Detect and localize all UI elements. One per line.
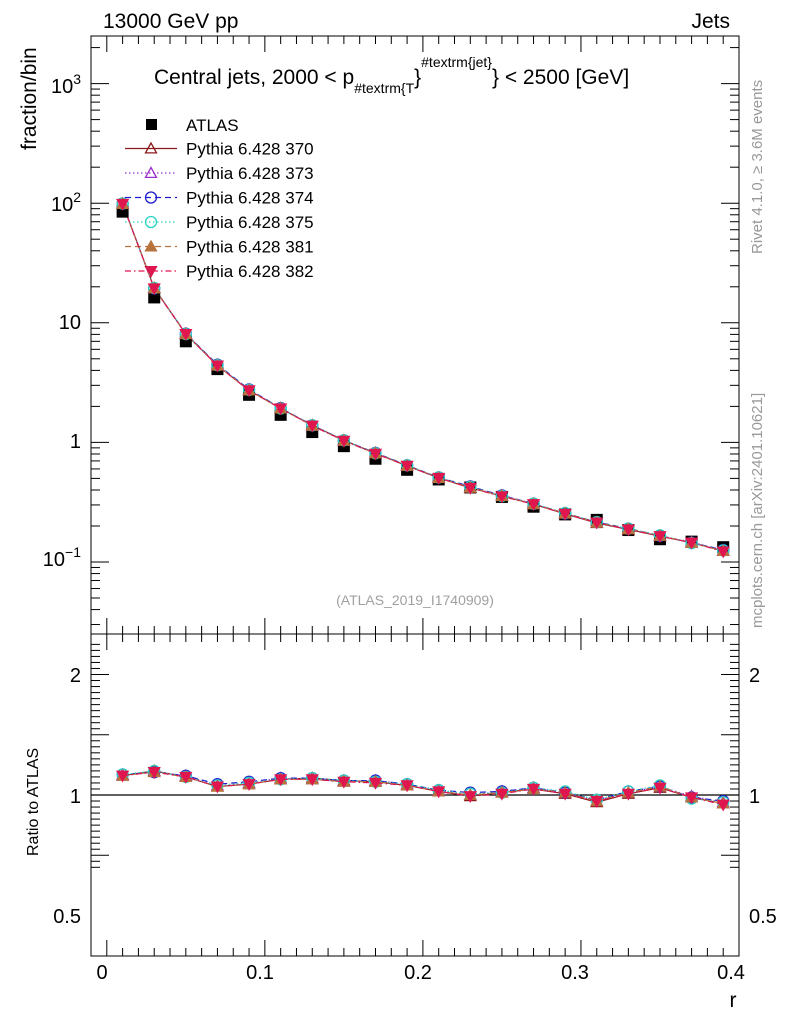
series-5-point — [274, 403, 288, 416]
title-brace: } — [414, 66, 421, 89]
series-5-point — [147, 283, 161, 296]
series-5-point — [495, 491, 509, 504]
series-5-point — [558, 508, 572, 521]
ratio-tick-label-right-2: 2 — [749, 665, 760, 687]
ratio-5-point — [716, 799, 730, 812]
series-5-point — [179, 329, 193, 341]
series-5-point — [210, 360, 225, 373]
ratio-5-point — [179, 771, 193, 784]
y-tick-label-1: 1 — [70, 431, 81, 453]
header-right: Jets — [691, 10, 730, 33]
series-5-point — [526, 499, 541, 511]
series-5-point — [590, 517, 604, 530]
main-y-tick-labels: 10−1 1 10 102 103 — [43, 71, 81, 571]
legend-marker-3 — [144, 215, 158, 229]
y-tick-label-1000: 103 — [51, 71, 81, 98]
title-prefix: Central jets, 2000 < p — [154, 66, 354, 89]
ratio-5-point — [210, 781, 225, 794]
ratio-tick-label-right-1: 1 — [749, 786, 760, 808]
ratio-5-point — [621, 788, 635, 801]
series-5-point — [653, 531, 667, 544]
ratio-line-4 — [122, 771, 724, 805]
main-axis-ticks — [91, 36, 740, 634]
main-plot-area — [116, 196, 730, 559]
series-5-point — [463, 482, 477, 495]
rivet-label: Rivet 4.1.0, ≥ 3.6M events — [749, 80, 766, 254]
x-tick-label-0: 0 — [96, 962, 107, 984]
legend-label-4: Pythia 6.428 381 — [186, 238, 314, 257]
ratio-5-point — [526, 783, 541, 796]
ratio-y-tick-labels: 0.5 1 2 0.5 1 2 — [53, 665, 777, 928]
legend-label-5: Pythia 6.428 382 — [186, 262, 314, 281]
ratio-5-point — [116, 770, 130, 783]
ratio-5-point — [305, 774, 319, 787]
legend-marker-atlas — [146, 119, 157, 130]
title-suffix: } < 2500 [GeV] — [492, 66, 629, 89]
legend-label-3: Pythia 6.428 375 — [186, 213, 314, 232]
series-5-point — [116, 198, 130, 211]
ratio-5-point — [684, 792, 699, 805]
ratio-5-point — [242, 779, 256, 791]
y-axis-label: fraction/bin — [18, 47, 41, 150]
x-tick-label-0.3: 0.3 — [561, 962, 589, 984]
series-5-point — [242, 385, 256, 398]
series-5-point — [684, 537, 699, 550]
chart-title: Central jets, 2000 < p#textrm{T}#textrm{… — [154, 54, 629, 96]
ratio-5-point — [337, 776, 351, 789]
legend-marker-2 — [144, 191, 158, 204]
header-left: 13000 GeV pp — [103, 10, 238, 33]
legend-label-1: Pythia 6.428 373 — [186, 164, 314, 183]
ratio-tick-label-left-2: 2 — [70, 665, 81, 687]
ratio-5-point — [463, 791, 477, 804]
mcplots-label: mcplots.cern.ch [arXiv:2401.10621] — [749, 393, 766, 628]
y-tick-label-100: 102 — [51, 189, 81, 216]
title-superscript: #textrm{jet} — [421, 54, 492, 70]
ratio-5-point — [368, 777, 383, 790]
ratio-5-point — [495, 788, 509, 801]
ratio-tick-label-left-0.5: 0.5 — [53, 906, 81, 928]
ratio-5-point — [400, 780, 414, 793]
atlas-data-point — [148, 291, 161, 304]
series-5-point — [432, 472, 446, 485]
y-tick-label-10: 10 — [59, 312, 81, 334]
legend-label-2: Pythia 6.428 374 — [186, 189, 314, 208]
title-subscript: #textrm{T — [354, 80, 414, 96]
legend-label-0: Pythia 6.428 370 — [186, 140, 314, 159]
series-5-point — [368, 448, 383, 461]
legend-marker-1 — [144, 166, 158, 179]
ratio-5-point — [274, 774, 288, 787]
series-5-point — [621, 524, 635, 537]
series-5-point — [716, 546, 730, 559]
ratio-5-point — [558, 788, 572, 801]
x-axis-label: r — [730, 989, 737, 1012]
x-tick-labels: 0 0.1 0.2 0.3 0.4 — [96, 962, 744, 984]
series-5-point — [305, 420, 319, 433]
y-tick-label-0.1: 10−1 — [43, 544, 81, 571]
ratio-tick-label-left-1: 1 — [70, 786, 81, 808]
ratio-5-point — [432, 786, 446, 799]
analysis-watermark: (ATLAS_2019_I1740909) — [336, 592, 494, 608]
ratio-5-point — [590, 795, 604, 808]
series-5-point — [400, 460, 414, 473]
x-tick-label-0.4: 0.4 — [717, 962, 745, 984]
series-5-point — [337, 435, 351, 448]
ratio-tick-label-right-0.5: 0.5 — [749, 906, 777, 928]
legend-label-atlas: ATLAS — [186, 116, 239, 135]
legend: ATLAS Pythia 6.428 370 Pythia 6.428 373 Pyt… — [125, 116, 314, 281]
x-tick-label-0.1: 0.1 — [246, 962, 274, 984]
ratio-plot-area — [116, 764, 730, 812]
x-tick-label-0.2: 0.2 — [404, 962, 432, 984]
legend-marker-0 — [144, 141, 158, 154]
legend-marker-4 — [144, 239, 158, 252]
ratio-5-point — [653, 782, 667, 795]
ratio-y-axis-label: Ratio to ATLAS — [25, 748, 42, 856]
ratio-5-point — [147, 767, 161, 779]
